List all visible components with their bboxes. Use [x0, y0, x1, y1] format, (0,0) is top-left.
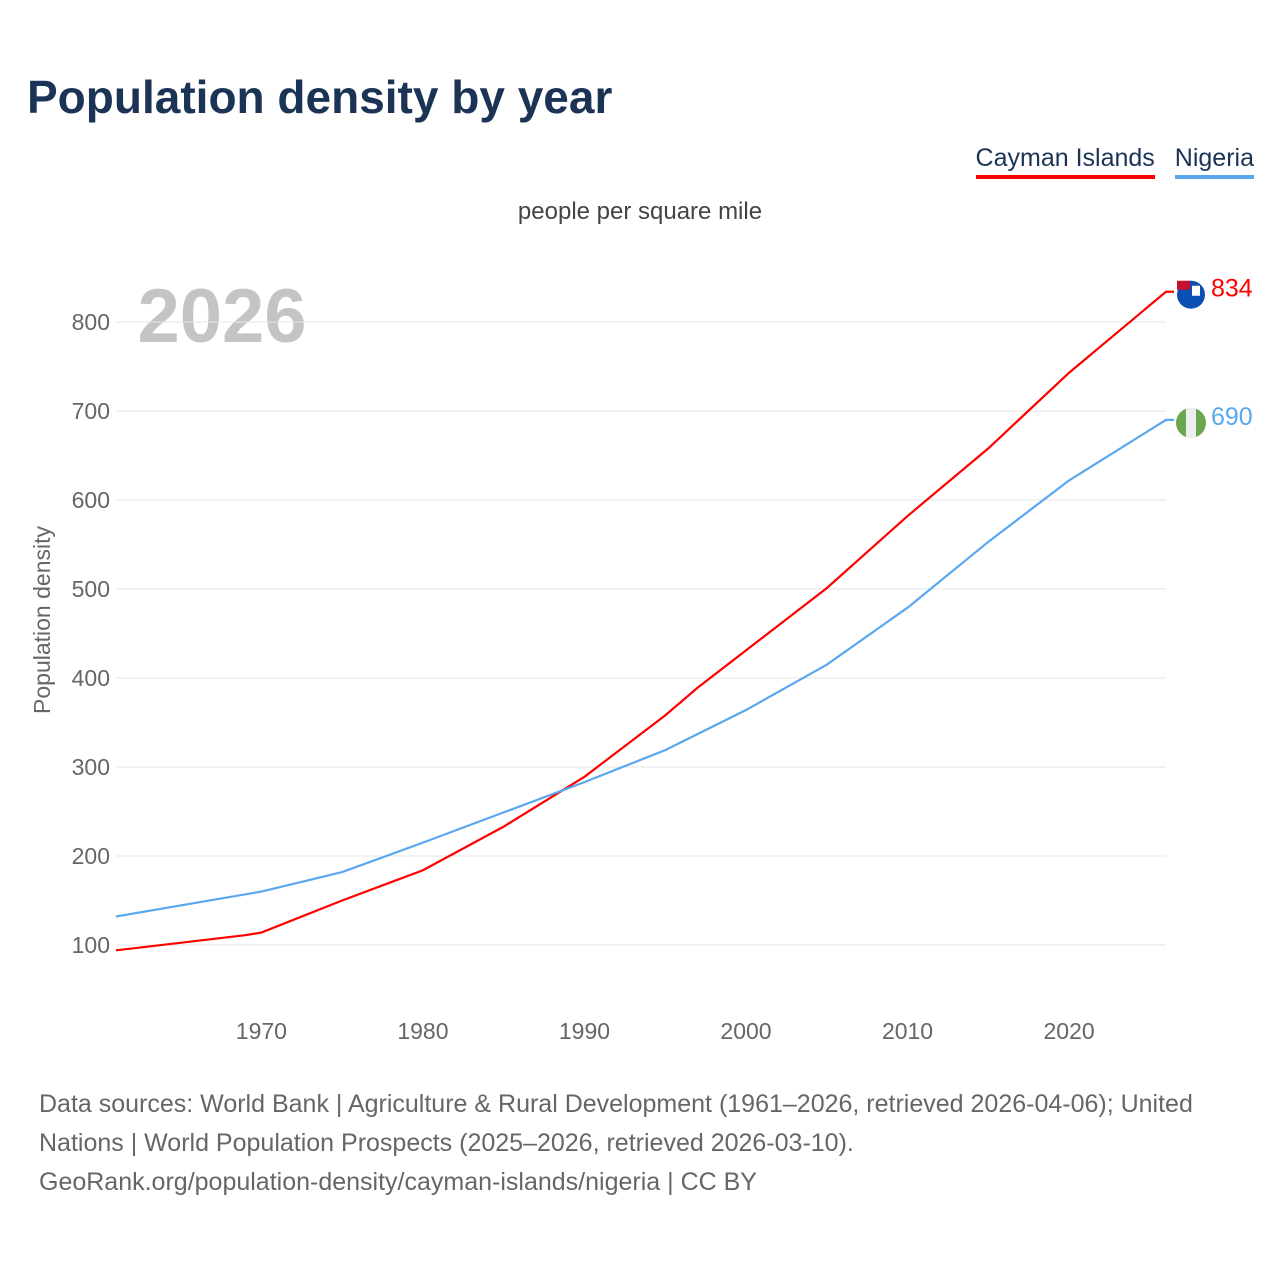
- legend-nigeria[interactable]: Nigeria: [1174, 144, 1254, 179]
- x-tick-label: 2010: [882, 1018, 933, 1044]
- y-tick-label: 100: [72, 932, 110, 958]
- end-value-label: 690: [1211, 403, 1253, 431]
- data-sources: Data sources: World Bank | Agriculture &…: [39, 1090, 1193, 1157]
- y-tick-label: 700: [72, 398, 110, 424]
- x-tick-label: 1990: [559, 1018, 610, 1044]
- legend: Cayman Islands Nigeria: [975, 144, 1254, 179]
- year-watermark: 2026: [137, 274, 306, 359]
- series-line-nigeria: [115, 418, 1174, 918]
- end-value-label: 834: [1211, 275, 1253, 303]
- y-tick-label: 300: [72, 754, 110, 780]
- x-tick-label: 1980: [397, 1018, 448, 1044]
- y-tick-label: 500: [72, 576, 110, 602]
- x-tick-label: 2020: [1043, 1018, 1094, 1044]
- flag-white-band: [1186, 407, 1196, 438]
- legend-cayman-islands[interactable]: Cayman Islands: [975, 144, 1155, 179]
- page-title: Population density by year: [27, 71, 613, 123]
- y-axis-label: Population density: [29, 526, 55, 714]
- source-url[interactable]: GeoRank.org/population-density/cayman-is…: [39, 1168, 757, 1196]
- flag-union-jack: [1177, 280, 1190, 290]
- chart-subtitle: people per square mile: [517, 198, 763, 225]
- series-line-cayman-islands: [115, 290, 1174, 952]
- flag-crest: [1192, 285, 1200, 296]
- y-tick-label: 400: [72, 665, 110, 691]
- x-tick-label: 1970: [236, 1018, 287, 1044]
- x-tick-label: 2000: [720, 1018, 771, 1044]
- y-tick-label: 200: [72, 843, 110, 869]
- y-tick-label: 600: [72, 487, 110, 513]
- footer-sources: Data sources: World Bank | Agriculture &…: [39, 1085, 1249, 1202]
- y-tick-label: 800: [72, 309, 110, 335]
